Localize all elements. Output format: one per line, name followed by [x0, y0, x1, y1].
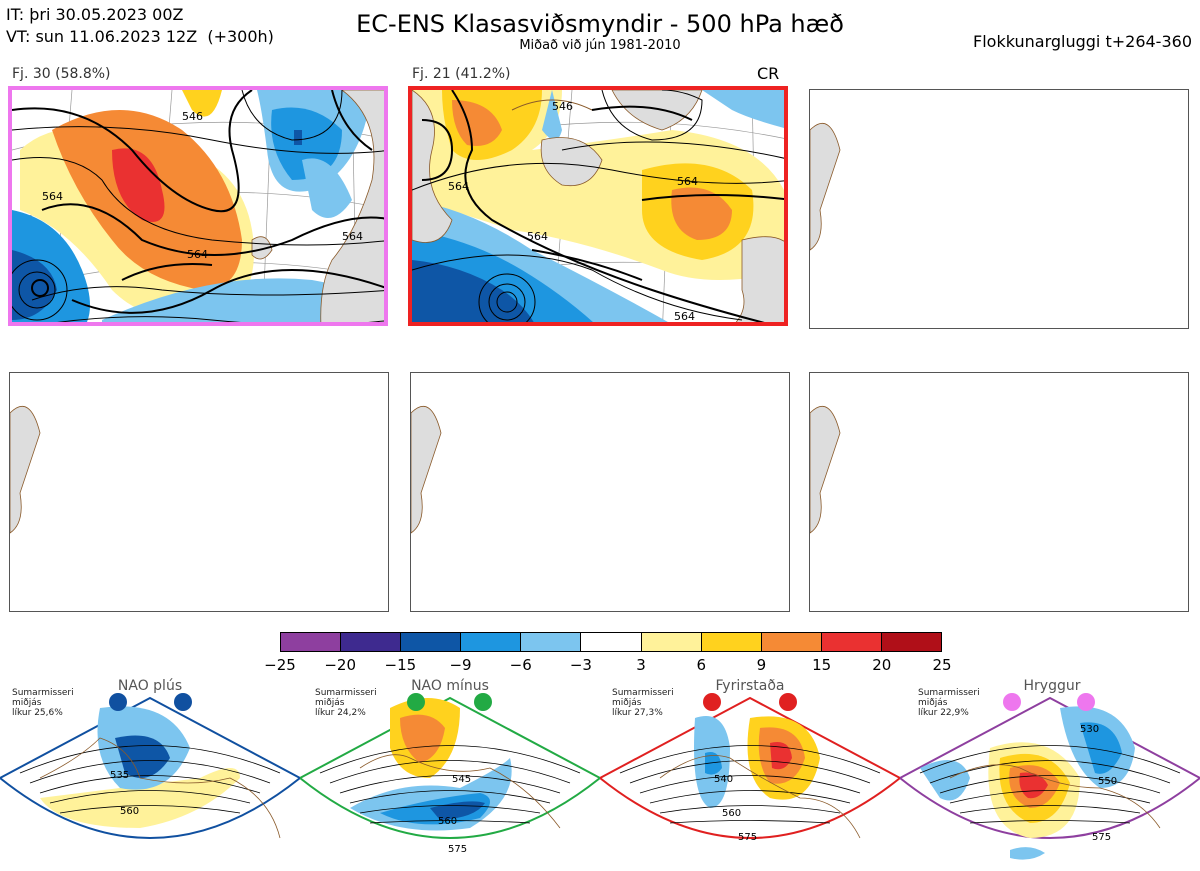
map-panel-4[interactable] [9, 372, 389, 612]
colorbar-swatch [641, 633, 702, 651]
initial-time: IT: þri 30.05.2023 00Z [6, 5, 184, 24]
colorbar-tick: 3 [636, 656, 646, 674]
panel-3-map [810, 123, 841, 251]
panel-1-map: 564 546 564 564 [12, 90, 384, 322]
regime-map: 530 550 575 [900, 693, 1200, 860]
contour-label: 564 [342, 230, 363, 243]
contour-label: 575 [738, 832, 757, 843]
regime-ridge[interactable]: Sumarmisseri miðjás líkur 22,9% Hryggur … [900, 678, 1200, 868]
panel-2-regime-tag: CR [757, 64, 780, 83]
page-subtitle: Miðað við jún 1981-2010 [519, 38, 681, 53]
map-panel-2[interactable]: 564 546 564 564 564 [408, 86, 788, 326]
regime-map: 545 560 575 [300, 693, 600, 855]
colorbar-tick: −3 [569, 656, 592, 674]
contour-label: 550 [1098, 776, 1117, 787]
contour-label: 535 [110, 770, 129, 781]
regime-blocking[interactable]: Sumarmisseri miðjás líkur 27,3% Fyrirsta… [600, 678, 900, 868]
colorbar-swatch [581, 633, 642, 651]
contour-label: 564 [187, 248, 208, 261]
colorbar-tick: 9 [756, 656, 767, 674]
colorbar-tick: −20 [324, 656, 356, 674]
colorbar-swatch [281, 633, 342, 651]
contour-label: 575 [1092, 832, 1111, 843]
panel-1-label: Fj. 30 (58.8%) [12, 66, 111, 82]
regime-map: 535 560 [0, 693, 300, 839]
time-info: IT: þri 30.05.2023 00Z VT: sun 11.06.202… [6, 4, 274, 48]
classification-window: Flokkunargluggi t+264-360 [973, 32, 1192, 51]
regime-note: Sumarmisseri miðjás líkur 27,3% [612, 688, 674, 718]
map-panel-3[interactable] [809, 89, 1189, 329]
colorbar-tick: −25 [264, 656, 296, 674]
regime-note: Sumarmisseri miðjás líkur 24,2% [315, 688, 377, 718]
contour-label: 564 [674, 310, 695, 323]
regime-note: Sumarmisseri miðjás líkur 25,6% [12, 688, 74, 718]
contour-label: 564 [42, 190, 63, 203]
panel-2-label: Fj. 21 (41.2%) [412, 66, 511, 82]
colorbar-tick: 20 [872, 656, 892, 674]
contour-label: 546 [552, 100, 573, 113]
colorbar-swatch [761, 633, 822, 651]
regime-nao-plus[interactable]: Sumarmisseri miðjás líkur 25,6% NAO plús… [0, 678, 300, 868]
colorbar-tick: 15 [812, 656, 832, 674]
regime-title: Fyrirstaða [715, 678, 785, 694]
valid-time: VT: sun 11.06.2023 12Z (+300h) [6, 27, 274, 46]
contour-label: 564 [527, 230, 548, 243]
contour-label: 564 [448, 180, 469, 193]
colorbar-tick: 25 [932, 656, 952, 674]
colorbar-swatch [401, 633, 462, 651]
panel-2-map: 564 546 564 564 564 [412, 90, 784, 323]
contour-label: 540 [714, 774, 733, 785]
regime-note: Sumarmisseri miðjás líkur 22,9% [918, 688, 980, 718]
map-panel-1[interactable]: 564 546 564 564 [8, 86, 388, 326]
map-panel-6[interactable] [809, 372, 1189, 612]
contour-label: 546 [182, 110, 203, 123]
colorbar-tick: 6 [696, 656, 707, 674]
colorbar-swatch [341, 633, 402, 651]
colorbar-swatch [461, 633, 522, 651]
contour-label: 564 [677, 175, 698, 188]
contour-label: 560 [722, 808, 741, 819]
colorbar-tick: −15 [384, 656, 417, 674]
contour-label: 560 [438, 816, 457, 827]
regime-title: NAO mínus [411, 678, 489, 694]
colorbar-swatch [881, 633, 942, 651]
regime-title: Hryggur [1023, 678, 1081, 694]
colorbar-swatch [821, 633, 882, 651]
page-title: EC-ENS Klasasviðsmyndir - 500 hPa hæð [356, 10, 844, 38]
contour-label: 575 [448, 844, 467, 855]
contour-label: 560 [120, 806, 139, 817]
colorbar-tick: −9 [449, 656, 472, 674]
contour-label: 545 [452, 774, 471, 785]
regime-nao-minus[interactable]: Sumarmisseri miðjás líkur 24,2% NAO mínu… [300, 678, 600, 868]
contour-label: 530 [1080, 724, 1099, 735]
colorbar-swatch [521, 633, 582, 651]
colorbar-swatch [701, 633, 762, 651]
colorbar [280, 632, 942, 652]
regime-map: 540 560 575 [600, 693, 900, 843]
regime-title: NAO plús [117, 678, 183, 694]
panel-6-map [810, 406, 841, 534]
map-panel-5[interactable] [410, 372, 790, 612]
panel-4-map [10, 406, 41, 534]
panel-5-map [411, 406, 442, 534]
colorbar-tick: −6 [509, 656, 532, 674]
